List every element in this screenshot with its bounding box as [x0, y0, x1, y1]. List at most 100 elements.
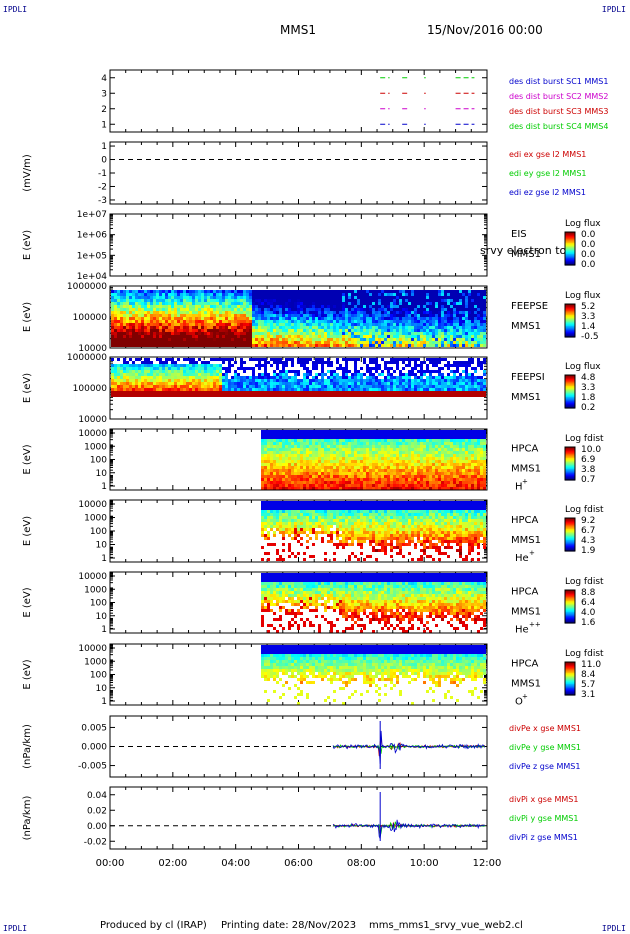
heat-cell: [153, 335, 156, 338]
heat-cell: [453, 373, 456, 376]
heat-cell: [378, 388, 381, 391]
colorbar-segment: [565, 470, 575, 473]
heat-cell: [270, 451, 273, 454]
heat-cell: [225, 326, 228, 329]
heat-cell: [270, 433, 273, 436]
heat-cell: [261, 314, 264, 317]
heat-cell: [480, 382, 483, 385]
heat-cell: [465, 364, 468, 367]
heat-cell: [165, 317, 168, 320]
heat-cell: [288, 296, 291, 299]
heat-cell: [219, 388, 222, 391]
heat-cell: [417, 320, 420, 323]
heat-cell: [285, 430, 288, 433]
heat-cell: [153, 385, 156, 388]
heat-cell: [426, 302, 429, 305]
heat-cell: [423, 388, 426, 391]
heat-cell: [384, 379, 387, 382]
heat-cell: [219, 323, 222, 326]
heat-cell: [273, 451, 276, 454]
heat-cell: [303, 376, 306, 379]
heat-cell: [144, 341, 147, 344]
heat-cell: [240, 382, 243, 385]
colorbar-segment: [565, 247, 575, 250]
heat-cell: [228, 320, 231, 323]
heat-cell: [426, 293, 429, 296]
heat-cell: [288, 323, 291, 326]
heat-cell: [306, 296, 309, 299]
colorbar-segment: [565, 387, 575, 390]
heat-cell: [438, 302, 441, 305]
heat-cell: [156, 311, 159, 314]
heat-cell: [357, 376, 360, 379]
heat-cell: [321, 376, 324, 379]
heat-cell: [141, 373, 144, 376]
heat-cell: [333, 344, 336, 347]
heat-cell: [138, 308, 141, 311]
colorbar-tick-label: 10.0: [581, 445, 601, 455]
heat-cell: [177, 314, 180, 317]
heat-cell: [261, 308, 264, 311]
heat-cell: [189, 373, 192, 376]
heat-cell: [141, 296, 144, 299]
heat-cell: [135, 385, 138, 388]
heat-cell: [435, 329, 438, 332]
heat-cell: [474, 391, 477, 394]
heat-cell: [297, 329, 300, 332]
heat-cell: [129, 320, 132, 323]
heat-cell: [228, 385, 231, 388]
heat-cell: [285, 388, 288, 391]
heat-cell: [228, 391, 231, 394]
heat-cell: [153, 338, 156, 341]
heat-cell: [228, 332, 231, 335]
heat-cell: [171, 370, 174, 373]
heat-cell: [174, 320, 177, 323]
heat-cell: [207, 311, 210, 314]
heat-cell: [306, 433, 309, 436]
heat-cell: [483, 344, 486, 347]
heat-cell: [285, 335, 288, 338]
heat-cell: [225, 376, 228, 379]
heat-cell: [483, 382, 486, 385]
heat-cell: [282, 341, 285, 344]
heat-cell: [357, 335, 360, 338]
heat-cell: [426, 379, 429, 382]
heat-cell: [192, 329, 195, 332]
heat-cell: [441, 329, 444, 332]
heat-cell: [375, 361, 378, 364]
heat-cell: [141, 367, 144, 370]
heat-cell: [327, 305, 330, 308]
heat-cell: [393, 320, 396, 323]
heat-cell: [276, 314, 279, 317]
heat-cell: [297, 341, 300, 344]
heat-cell: [258, 296, 261, 299]
heat-cell: [306, 454, 309, 457]
heat-cell: [384, 311, 387, 314]
heat-cell: [258, 382, 261, 385]
heat-cell: [186, 391, 189, 394]
heat-cell: [237, 388, 240, 391]
heat-cell: [288, 335, 291, 338]
heat-cell: [330, 457, 333, 460]
heat-cell: [333, 388, 336, 391]
heat-cell: [471, 391, 474, 394]
heat-cell: [453, 299, 456, 302]
heat-cell: [183, 344, 186, 347]
heat-cell: [240, 311, 243, 314]
heat-cell: [252, 290, 255, 293]
colorbar-segment: [565, 234, 575, 237]
heat-cell: [357, 314, 360, 317]
heat-cell: [159, 311, 162, 314]
y-axis-label: E (eV): [22, 444, 33, 474]
heat-cell: [129, 382, 132, 385]
heat-cell: [435, 305, 438, 308]
heat-cell: [441, 391, 444, 394]
heat-cell: [300, 317, 303, 320]
heat-cell: [129, 388, 132, 391]
heat-cell: [270, 290, 273, 293]
heat-cell: [423, 361, 426, 364]
heat-cell: [183, 358, 186, 361]
heat-cell: [177, 379, 180, 382]
heat-cell: [177, 367, 180, 370]
heat-cell: [279, 382, 282, 385]
